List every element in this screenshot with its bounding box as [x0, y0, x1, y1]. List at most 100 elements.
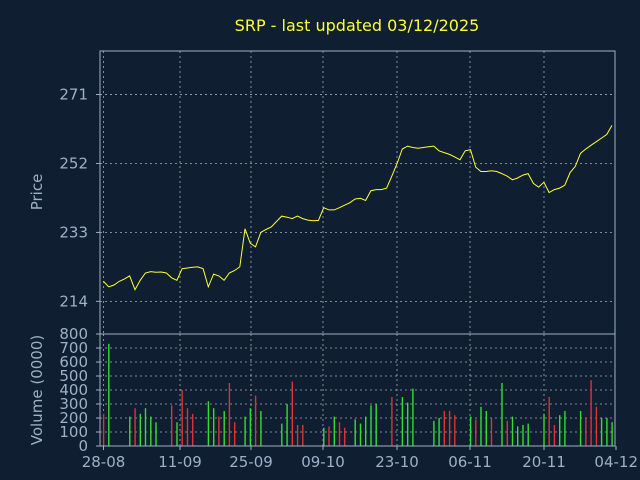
volume-axis-label: Volume (0000) — [28, 335, 46, 445]
volume-bar — [600, 418, 603, 446]
volume-bar — [579, 411, 582, 446]
price-panel: 214 233 252 271 — [59, 50, 616, 335]
volume-bar — [249, 408, 252, 446]
volume-bar — [365, 416, 367, 446]
volume-tick-label: 300 — [59, 395, 88, 413]
volume-bar — [176, 422, 178, 446]
price-series-line — [103, 125, 613, 291]
volume-bar — [328, 426, 330, 446]
volume-bar — [213, 408, 215, 446]
x-tick-label: 28-08 — [82, 453, 126, 471]
volume-bar — [433, 420, 435, 446]
volume-bar — [291, 381, 293, 446]
x-axis: 28-08 11-09 25-09 09-10 23-10 06-11 20-11 04-12 — [82, 446, 638, 471]
price-tick-label: 233 — [59, 223, 88, 241]
volume-bar — [254, 395, 257, 446]
volume-bar — [108, 343, 110, 446]
volume-bar — [192, 413, 194, 446]
volume-bar — [517, 426, 519, 446]
x-tick-label: 25-09 — [229, 453, 273, 471]
volume-bar — [375, 404, 377, 446]
volume-bar — [223, 411, 225, 446]
volume-bar — [548, 397, 550, 446]
volume-bar — [333, 416, 335, 446]
volume-bar — [338, 422, 341, 446]
volume-tick-label: 800 — [59, 325, 88, 343]
volume-bar — [443, 411, 445, 446]
volume-bar — [171, 405, 173, 446]
volume-bar — [490, 418, 493, 446]
volume-bar — [485, 411, 487, 446]
volume-bar — [260, 411, 262, 446]
x-tick-label: 09-10 — [301, 453, 345, 471]
volume-bar — [501, 383, 503, 446]
volume-bar — [412, 388, 414, 446]
volume-bar — [281, 423, 283, 446]
volume-bar — [590, 380, 592, 446]
volume-bar — [218, 416, 220, 446]
volume-bar — [559, 415, 561, 446]
volume-bar — [244, 416, 246, 446]
volume-bar — [506, 420, 508, 446]
volume-tick-label: 700 — [59, 339, 88, 357]
volume-bar — [286, 404, 288, 446]
volume-bar — [595, 406, 598, 446]
volume-bar — [102, 413, 105, 446]
price-tick-label: 214 — [59, 292, 88, 310]
x-tick-label: 11-09 — [158, 453, 202, 471]
x-tick-label: 04-12 — [594, 453, 638, 471]
volume-bar — [134, 408, 136, 446]
volume-bar — [391, 397, 393, 446]
chart-title: SRP - last updated 03/12/2025 — [235, 16, 480, 35]
volume-bar — [370, 405, 372, 446]
x-tick-label: 06-11 — [448, 453, 492, 471]
volume-bar — [228, 383, 231, 446]
volume-bar — [407, 402, 409, 446]
volume-bar — [296, 425, 299, 446]
volume-bar — [564, 411, 566, 446]
volume-bar — [511, 416, 514, 446]
volume-tick-label: 400 — [59, 381, 88, 399]
volume-bar — [144, 408, 147, 446]
volume-bar — [323, 427, 325, 446]
volume-bar — [302, 425, 304, 446]
volume-bar — [207, 401, 210, 446]
volume-tick-label: 100 — [59, 423, 88, 441]
volume-bar — [454, 415, 456, 446]
volume-bar — [522, 425, 524, 446]
volume-tick-label: 0 — [78, 437, 88, 455]
volume-bar — [448, 411, 451, 446]
volume-bar — [527, 423, 529, 446]
volume-bar — [359, 423, 362, 446]
volume-bar — [553, 425, 556, 446]
volume-tick-label: 200 — [59, 409, 88, 427]
volume-bar — [475, 419, 477, 446]
volume-bar — [139, 413, 141, 446]
volume-bar — [181, 390, 183, 446]
volume-tick-label: 500 — [59, 367, 88, 385]
volume-bar — [480, 406, 482, 446]
volume-bar — [401, 397, 404, 446]
volume-bar — [354, 419, 356, 446]
volume-bar — [585, 418, 587, 446]
volume-bar — [129, 416, 131, 446]
volume-bar — [234, 422, 236, 446]
price-plot-frame — [99, 50, 616, 335]
x-tick-label: 23-10 — [375, 453, 419, 471]
volume-bar — [155, 422, 157, 446]
x-tick-label: 20-11 — [522, 453, 566, 471]
volume-bar — [543, 413, 545, 446]
price-tick-label: 252 — [59, 154, 88, 172]
volume-bar — [611, 422, 613, 446]
volume-bar — [606, 418, 608, 446]
volume-bar — [150, 416, 152, 446]
price-axis-label: Price — [28, 174, 46, 211]
volume-bar — [186, 408, 189, 446]
volume-bar — [438, 418, 440, 446]
volume-bar — [344, 427, 346, 446]
price-tick-label: 271 — [59, 86, 88, 104]
volume-tick-label: 600 — [59, 353, 88, 371]
